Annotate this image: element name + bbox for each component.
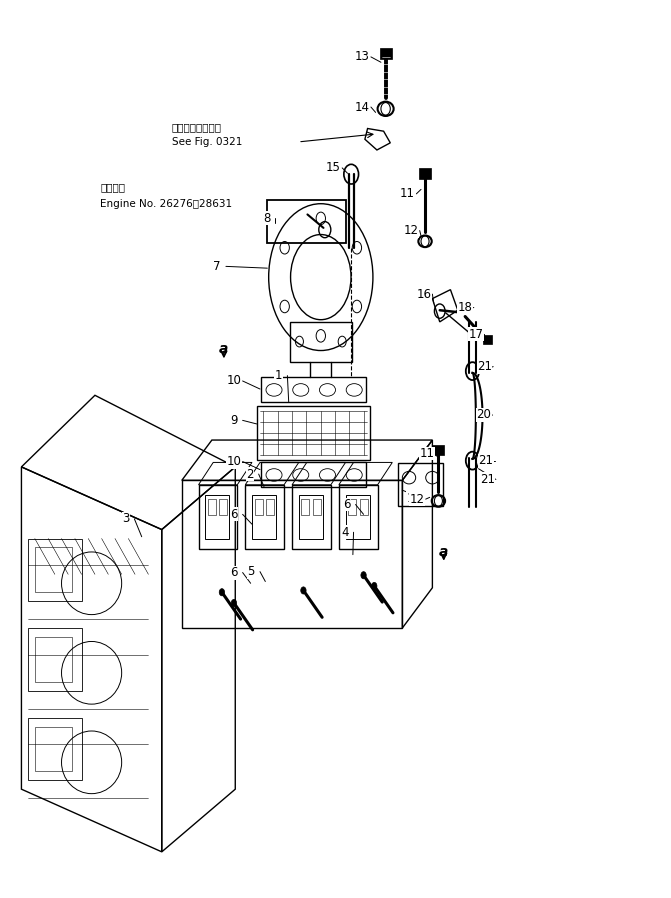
Text: 2: 2 <box>246 468 254 480</box>
Bar <box>360 499 368 515</box>
Text: 14: 14 <box>355 101 370 113</box>
Text: 21: 21 <box>477 360 492 374</box>
Bar <box>398 463 443 506</box>
Bar <box>208 499 216 515</box>
Bar <box>419 168 431 179</box>
Bar <box>380 48 392 58</box>
Bar <box>219 499 227 515</box>
Bar <box>260 462 366 488</box>
Bar <box>256 406 370 460</box>
Text: 11: 11 <box>400 188 415 200</box>
Text: 7: 7 <box>213 260 221 273</box>
Text: 5: 5 <box>248 565 255 578</box>
Bar <box>205 495 229 540</box>
Text: 17: 17 <box>468 328 483 341</box>
Bar <box>482 335 492 344</box>
Text: 19: 19 <box>406 492 421 505</box>
Text: 15: 15 <box>326 162 341 174</box>
Text: 11: 11 <box>419 447 435 460</box>
Circle shape <box>231 599 237 606</box>
Bar <box>348 499 356 515</box>
Text: 9: 9 <box>230 414 238 427</box>
Text: 6: 6 <box>230 508 238 521</box>
Text: 第０３２１図参照: 第０３２１図参照 <box>172 122 222 132</box>
Text: 21: 21 <box>480 473 495 486</box>
Bar <box>35 726 72 771</box>
Text: 12: 12 <box>409 493 425 506</box>
Circle shape <box>301 587 306 594</box>
Text: 6: 6 <box>343 498 351 511</box>
Circle shape <box>219 589 225 595</box>
Text: 3: 3 <box>122 513 130 525</box>
Bar <box>28 539 82 601</box>
Bar <box>346 495 370 540</box>
Bar <box>260 377 366 402</box>
Text: 21: 21 <box>478 454 493 467</box>
Text: See Fig. 0321: See Fig. 0321 <box>172 136 242 147</box>
Bar <box>35 548 72 593</box>
Text: 12: 12 <box>403 224 419 237</box>
Circle shape <box>361 572 366 579</box>
Text: 13: 13 <box>355 50 370 64</box>
Text: 20: 20 <box>476 409 491 421</box>
Text: 4: 4 <box>341 525 349 539</box>
Text: a: a <box>219 342 229 356</box>
Bar <box>255 499 262 515</box>
Bar <box>301 499 309 515</box>
Text: 10: 10 <box>227 455 242 468</box>
Text: a: a <box>439 545 448 559</box>
Bar <box>299 495 323 540</box>
Circle shape <box>372 583 377 590</box>
Bar <box>252 495 276 540</box>
Text: 16: 16 <box>416 287 431 301</box>
Text: 10: 10 <box>227 374 242 387</box>
Bar <box>266 200 346 243</box>
Bar <box>266 499 274 515</box>
Bar <box>313 499 321 515</box>
Bar <box>35 637 72 682</box>
Text: Engine No. 26276～28631: Engine No. 26276～28631 <box>100 198 232 208</box>
Bar <box>28 718 82 780</box>
Bar <box>432 445 444 455</box>
Text: 8: 8 <box>263 212 270 224</box>
Bar <box>28 628 82 691</box>
Text: 6: 6 <box>230 566 238 579</box>
Text: 適用号機: 適用号機 <box>100 182 125 192</box>
Text: 1: 1 <box>275 369 282 382</box>
Text: 18: 18 <box>458 301 472 314</box>
